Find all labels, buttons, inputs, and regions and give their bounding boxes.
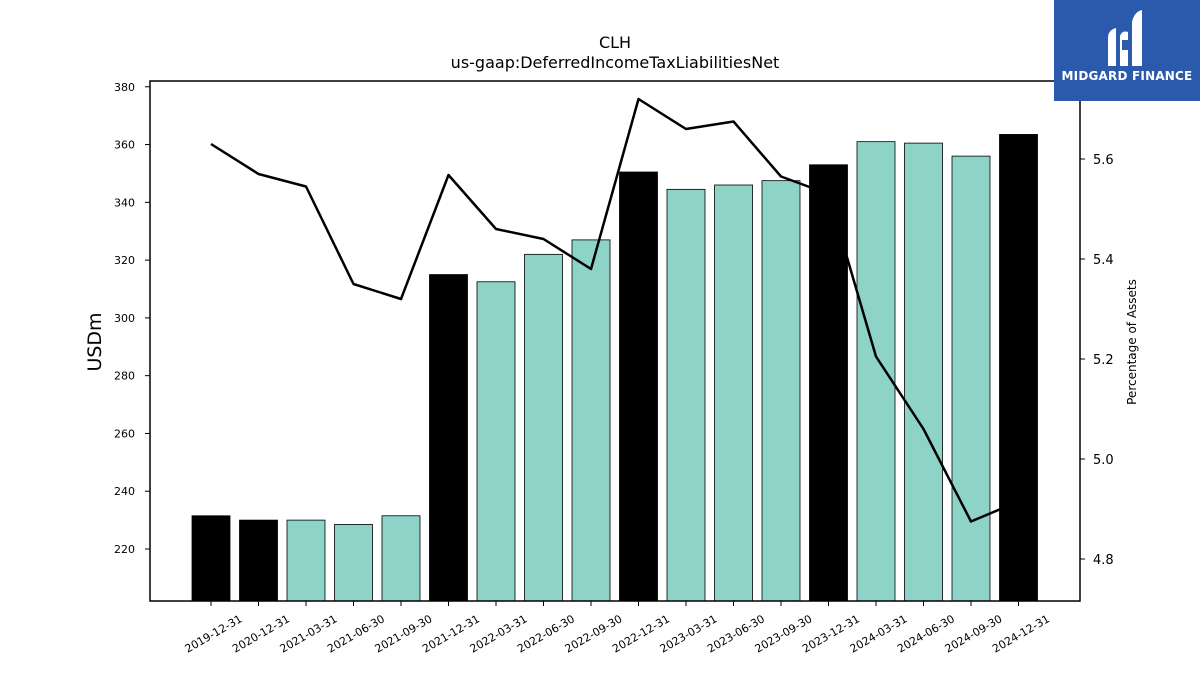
chart-title: CLH — [599, 33, 631, 52]
y2-tick-label: 5.4 — [1093, 253, 1114, 268]
bar-2023-06-30 — [714, 184, 753, 602]
y-tick-label: 300 — [114, 312, 135, 325]
y-tick-label: 260 — [114, 427, 135, 440]
chart-subtitle: us-gaap:DeferredIncomeTaxLiabilitiesNet — [451, 53, 780, 72]
y2-tick-label: 4.8 — [1093, 553, 1114, 568]
bar-2021-03-31 — [286, 519, 326, 602]
y2-tick-label: 5.0 — [1093, 453, 1114, 468]
plot-frame — [149, 80, 1081, 602]
bar-2024-12-31 — [999, 134, 1038, 602]
y2-tick-label: 5.6 — [1093, 153, 1114, 168]
bar-2023-09-30 — [761, 180, 801, 602]
brand-logo: MIDGARD FINANCE — [1054, 0, 1200, 101]
y-tick-label: 240 — [114, 485, 135, 498]
bar-2020-12-31 — [239, 519, 278, 602]
bar-2023-12-31 — [809, 164, 848, 602]
y2-axis-label: Percentage of Assets — [1125, 279, 1139, 405]
bar-2024-09-30 — [951, 155, 991, 602]
bar-2022-03-31 — [476, 281, 516, 602]
bar-2019-12-31 — [191, 515, 231, 602]
y-tick-label: 220 — [114, 543, 135, 556]
y-tick-label: 320 — [114, 254, 135, 267]
bar-2023-03-31 — [666, 188, 706, 602]
bar-2024-03-31 — [856, 141, 896, 602]
y-tick-label: 360 — [114, 139, 135, 152]
logo-text: MIDGARD FINANCE — [1061, 69, 1193, 83]
bar-2021-06-30 — [334, 524, 373, 602]
percentage-line — [210, 97, 1019, 523]
y-tick-label: 380 — [114, 81, 135, 94]
bars-group — [191, 134, 1038, 602]
bar-2022-12-31 — [619, 171, 658, 602]
bar-2024-06-30 — [904, 142, 943, 602]
y-tick-label: 280 — [114, 370, 135, 383]
bar-2021-12-31 — [429, 274, 468, 602]
bar-2022-06-30 — [524, 253, 563, 602]
bar-2022-09-30 — [571, 239, 611, 602]
y-tick-label: 340 — [114, 196, 135, 209]
logo-mark-icon — [1108, 10, 1142, 66]
y2-tick-label: 5.2 — [1093, 353, 1114, 368]
bar-2021-09-30 — [381, 515, 421, 602]
y-axis-label: USDm — [84, 312, 106, 371]
line-group — [210, 97, 1019, 523]
